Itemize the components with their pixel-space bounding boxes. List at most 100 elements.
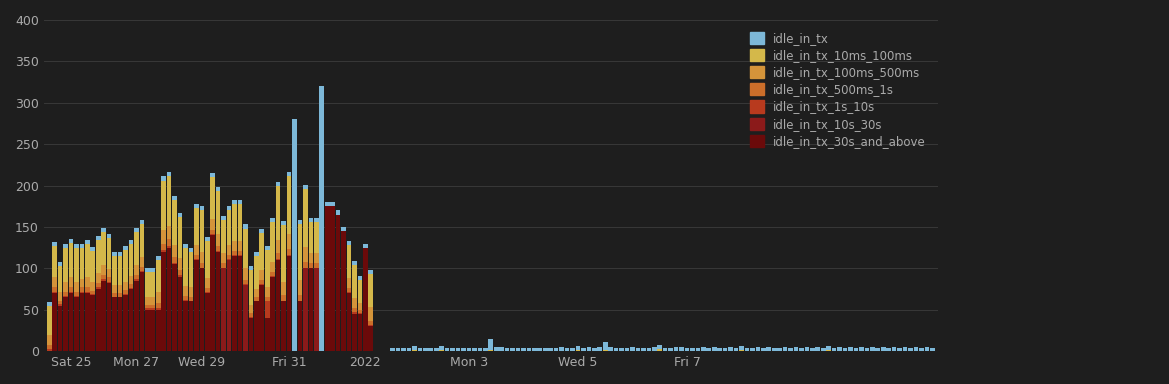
Bar: [298, 301, 303, 351]
Bar: [347, 288, 352, 292]
Bar: [102, 265, 106, 275]
Bar: [200, 268, 205, 351]
Bar: [401, 348, 406, 351]
Bar: [282, 281, 286, 295]
Bar: [669, 348, 673, 351]
Bar: [309, 218, 313, 222]
Bar: [221, 253, 226, 263]
Bar: [139, 271, 144, 273]
Bar: [282, 221, 286, 225]
Bar: [200, 210, 205, 252]
Bar: [210, 173, 215, 177]
Bar: [167, 239, 172, 246]
Bar: [167, 177, 172, 226]
Bar: [227, 245, 231, 255]
Bar: [368, 270, 373, 274]
Bar: [331, 206, 336, 351]
Bar: [347, 241, 352, 245]
Bar: [221, 220, 226, 253]
Bar: [837, 347, 842, 351]
Bar: [79, 287, 84, 291]
Bar: [440, 346, 444, 350]
Bar: [270, 218, 275, 222]
Bar: [233, 241, 237, 251]
Bar: [69, 291, 74, 293]
Bar: [118, 296, 123, 297]
Bar: [74, 248, 78, 281]
Bar: [85, 244, 90, 278]
Bar: [390, 348, 395, 351]
Bar: [352, 298, 357, 308]
Bar: [90, 282, 95, 291]
Bar: [106, 269, 111, 278]
Bar: [276, 186, 281, 240]
Bar: [194, 208, 199, 245]
Bar: [151, 271, 155, 296]
Bar: [898, 348, 902, 351]
Bar: [205, 288, 209, 292]
Bar: [129, 244, 133, 276]
Bar: [53, 287, 57, 291]
Bar: [542, 348, 547, 351]
Bar: [286, 234, 291, 249]
Bar: [249, 313, 254, 317]
Bar: [712, 347, 717, 351]
Bar: [685, 348, 690, 351]
Bar: [79, 248, 84, 279]
Bar: [139, 257, 144, 267]
Bar: [106, 283, 111, 351]
Bar: [679, 347, 684, 351]
Bar: [286, 177, 291, 234]
Bar: [368, 274, 373, 307]
Bar: [254, 297, 258, 301]
Bar: [79, 293, 84, 351]
Bar: [298, 280, 303, 295]
Bar: [184, 286, 188, 296]
Bar: [303, 185, 307, 189]
Bar: [134, 281, 139, 351]
Bar: [237, 241, 242, 251]
Bar: [260, 284, 264, 285]
Bar: [151, 268, 155, 271]
Bar: [205, 241, 209, 278]
Bar: [227, 259, 231, 260]
Bar: [57, 301, 62, 304]
Bar: [358, 276, 362, 280]
Bar: [575, 350, 580, 351]
Bar: [260, 270, 264, 280]
Bar: [194, 204, 199, 208]
Bar: [925, 347, 929, 351]
Bar: [184, 248, 188, 286]
Bar: [722, 348, 727, 351]
Bar: [184, 244, 188, 248]
Bar: [134, 232, 139, 265]
Bar: [188, 248, 193, 252]
Bar: [276, 260, 281, 351]
Bar: [47, 349, 51, 351]
Bar: [123, 295, 127, 351]
Bar: [221, 263, 226, 268]
Bar: [233, 204, 237, 241]
Bar: [118, 293, 123, 296]
Bar: [216, 252, 221, 351]
Bar: [205, 292, 209, 293]
Bar: [810, 348, 815, 351]
Bar: [151, 305, 155, 308]
Bar: [270, 262, 275, 271]
Bar: [821, 348, 825, 351]
Bar: [172, 195, 177, 200]
Bar: [772, 348, 776, 351]
Bar: [102, 275, 106, 279]
Bar: [129, 284, 133, 288]
Bar: [188, 301, 193, 351]
Bar: [728, 347, 733, 351]
Bar: [106, 278, 111, 281]
Bar: [139, 220, 144, 223]
Bar: [90, 247, 95, 251]
Bar: [314, 268, 319, 351]
Bar: [368, 326, 373, 351]
Bar: [85, 287, 90, 291]
Bar: [53, 246, 57, 278]
Bar: [331, 202, 336, 206]
Bar: [423, 348, 428, 351]
